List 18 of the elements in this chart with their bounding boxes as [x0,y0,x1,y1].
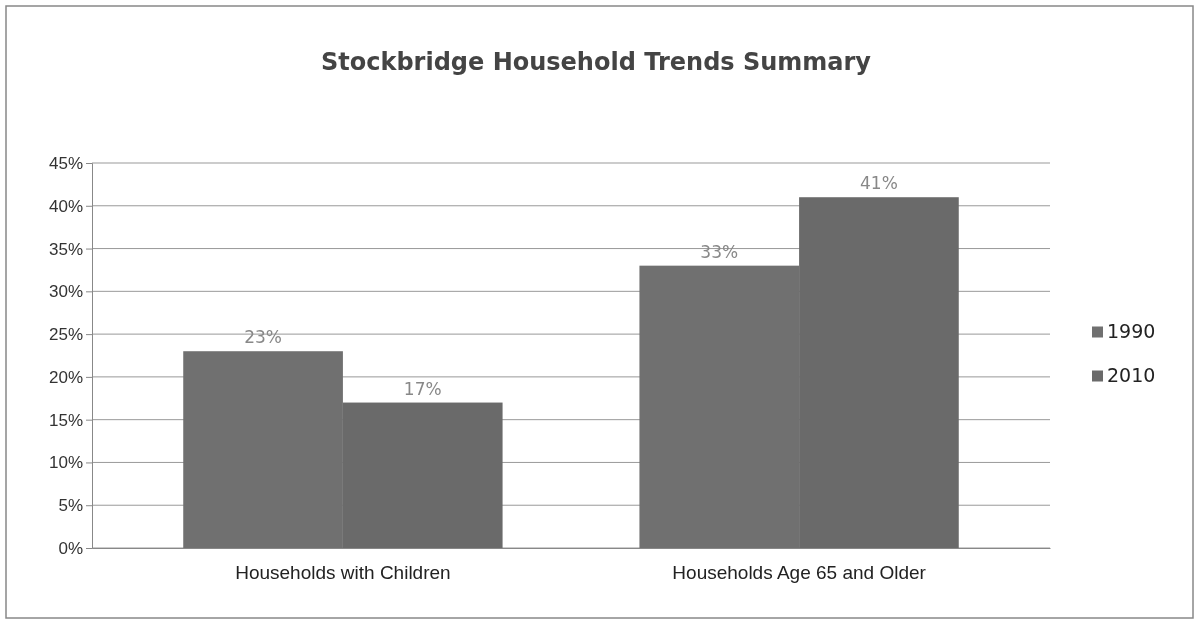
y-tick-label: 45% [48,153,83,173]
y-tick-label: 0% [58,538,83,558]
y-tick-label: 15% [48,410,83,430]
y-tick-label: 40% [48,196,83,216]
y-tick-label: 10% [48,453,83,473]
x-tick-label: Households Age 65 and Older [672,562,927,584]
data-label: 23% [244,327,282,348]
chart-title: Stockbridge Household Trends Summary [320,48,872,76]
y-tick-label: 35% [48,239,83,259]
y-tick-label: 30% [48,282,83,302]
x-tick-label: Households with Children [235,562,451,584]
legend-label: 2010 [1107,363,1156,386]
y-tick-label: 20% [48,367,83,387]
data-label: 17% [403,378,442,399]
data-label: 41% [860,173,898,194]
legend-label: 1990 [1107,319,1156,342]
y-tick-label: 5% [58,496,83,516]
y-tick-label: 25% [48,325,83,345]
